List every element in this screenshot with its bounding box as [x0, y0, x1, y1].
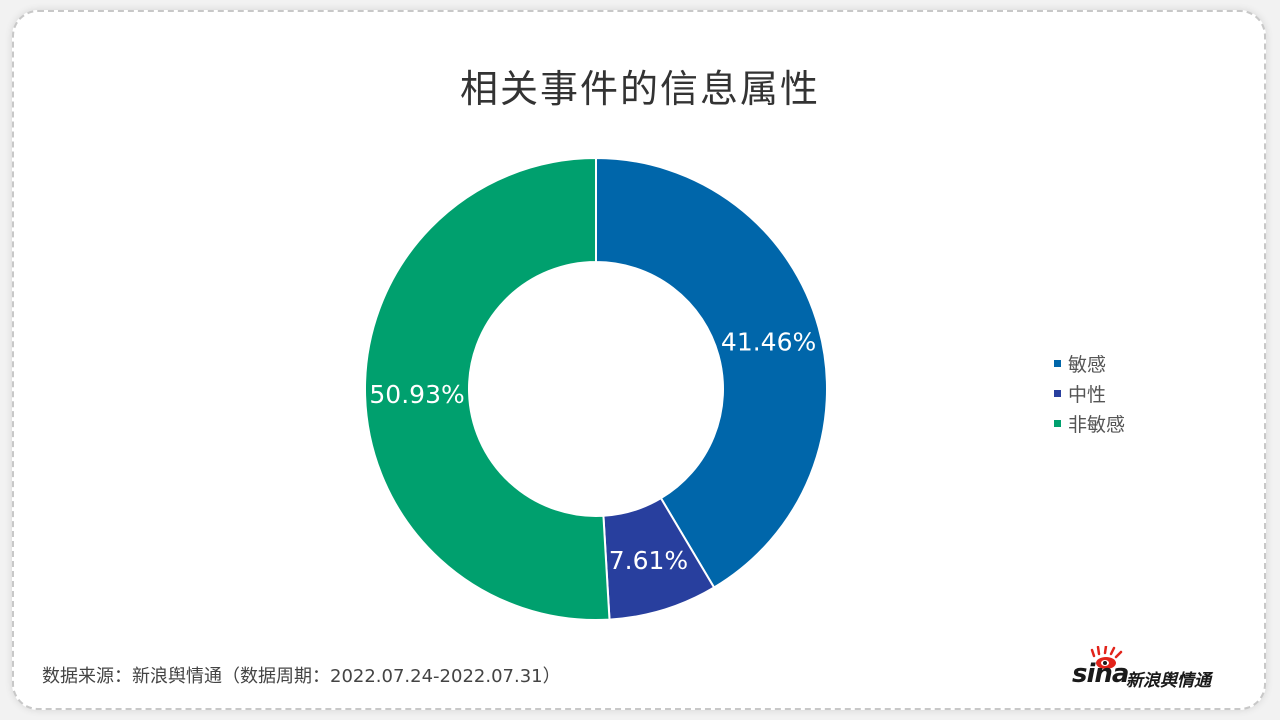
logo-text: 新浪舆情通	[1126, 671, 1211, 691]
data-source-note: 数据来源：新浪舆情通（数据周期：2022.07.24-2022.07.31）	[42, 666, 561, 687]
legend-swatch-neutral	[1054, 389, 1061, 397]
sina-eye-icon	[1090, 646, 1123, 669]
legend-item-neutral[interactable]: 中性	[1054, 378, 1125, 408]
legend-swatch-sensitive	[1054, 359, 1061, 367]
chart-legend: 敏感 中性 非敏感	[1054, 348, 1125, 438]
slice-non-sensitive[interactable]	[364, 156, 611, 621]
slice-label: 7.61%	[609, 546, 688, 575]
chart-title: 相关事件的信息属性	[459, 67, 820, 111]
legend-label: 敏感	[1068, 353, 1107, 376]
legend-label: 非敏感	[1068, 413, 1126, 436]
legend-item-non-sensitive[interactable]: 非敏感	[1054, 408, 1125, 438]
slice-label: 50.93%	[369, 380, 464, 409]
logo-brand: sina	[1072, 659, 1129, 689]
legend-label: 中性	[1068, 383, 1107, 406]
sina-logo: sina 新浪舆情通	[1072, 646, 1242, 694]
slice-sensitive[interactable]	[595, 156, 828, 589]
legend-item-sensitive[interactable]: 敏感	[1054, 348, 1125, 378]
legend-swatch-non-sensitive	[1054, 419, 1061, 427]
slice-label: 41.46%	[721, 328, 816, 357]
